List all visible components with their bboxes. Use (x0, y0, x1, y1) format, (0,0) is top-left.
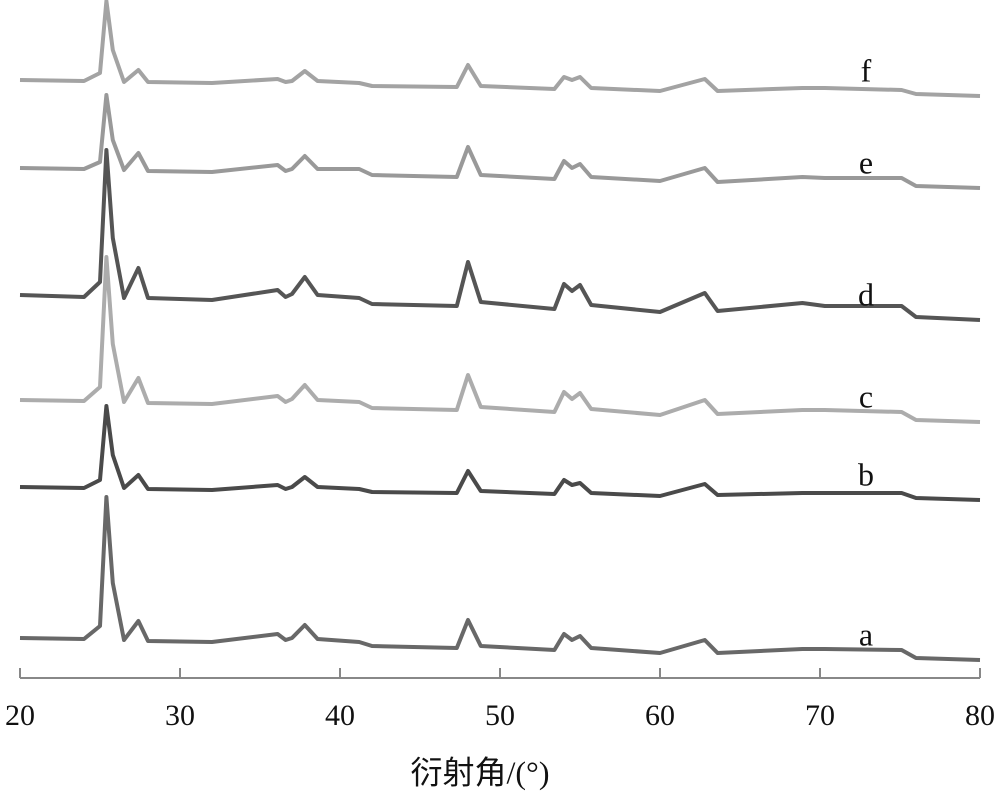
series-line (19, 93, 981, 190)
series-line (19, 495, 981, 662)
series-line (19, 404, 981, 502)
series-line (19, 148, 981, 322)
series-label: e (859, 144, 873, 180)
series-label: d (858, 276, 874, 312)
x-tick-label: 60 (645, 699, 675, 732)
series-label: a (859, 616, 873, 652)
x-tick-label: 50 (485, 699, 515, 732)
series-label: b (858, 456, 874, 492)
x-tick-label: 80 (965, 699, 995, 732)
series-line (19, 255, 981, 424)
series-label: c (859, 378, 873, 414)
x-tick-label: 70 (805, 699, 835, 732)
series-label: f (861, 52, 872, 88)
x-axis-label: 衍射角/(°) (410, 754, 549, 790)
x-tick-label: 30 (165, 699, 195, 732)
x-tick-label: 20 (5, 699, 35, 732)
series-line (19, 0, 981, 98)
x-tick-label: 40 (325, 699, 355, 732)
